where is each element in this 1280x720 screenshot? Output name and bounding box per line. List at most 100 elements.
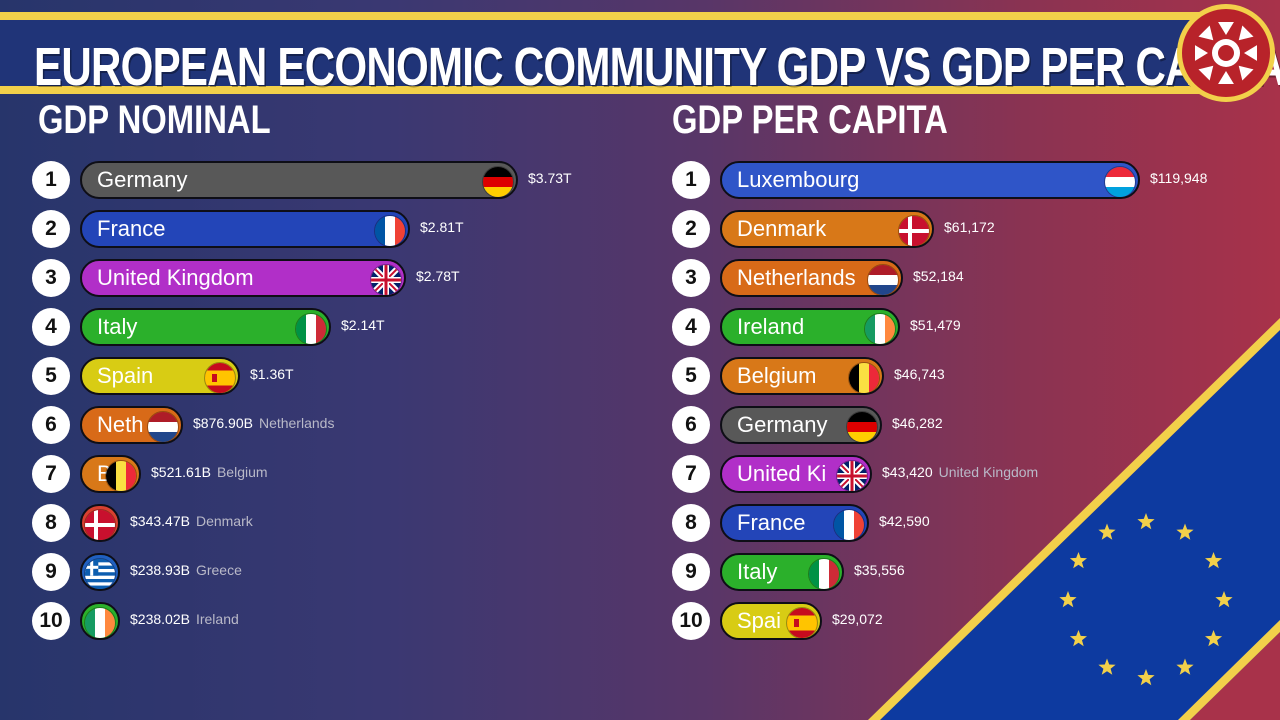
ranking-row: 10 Spai $29,072: [672, 601, 1122, 641]
value-text: $2.14T: [341, 317, 385, 333]
bar-denmark: [80, 504, 120, 542]
ranking-row: 6 Neth $876.90B Netherlands: [32, 405, 483, 445]
eu-star-icon: [1176, 658, 1194, 675]
rank-badge: 5: [32, 357, 70, 395]
value-text: $119,948: [1150, 170, 1208, 186]
flag-it-icon: [808, 558, 840, 589]
bar-italy: Italy: [80, 308, 331, 346]
ranking-row: 2 Denmark $61,172: [672, 209, 1234, 249]
eu-star-icon: [1098, 658, 1116, 675]
ranking-row: 9 Italy $35,556: [672, 552, 1144, 592]
rank-badge: 6: [672, 406, 710, 444]
value-label: $35,556: [854, 562, 905, 578]
rank-badge: 10: [32, 602, 70, 640]
title-banner: EUROPEAN ECONOMIC COMMUNITY GDP VS GDP P…: [0, 12, 1280, 97]
bar-label: Denmark: [737, 216, 827, 241]
value-label: $51,479: [910, 317, 961, 333]
value-label: $3.73T: [528, 170, 572, 186]
value-text: $29,072: [832, 611, 883, 627]
value-text: $46,282: [892, 415, 943, 431]
value-text: $43,420: [882, 464, 933, 480]
bar-belgium: B: [80, 455, 141, 493]
ranking-row: 4 Ireland $51,479: [672, 307, 1200, 347]
rank-badge: 7: [672, 455, 710, 493]
rank-badge: 8: [32, 504, 70, 542]
ranking-row: 2 France $2.81T: [32, 209, 710, 249]
bar-label: Spain: [97, 363, 154, 388]
bar-france: France: [720, 504, 869, 542]
value-text: $521.61B: [151, 464, 211, 480]
flag-ie-icon: [84, 607, 116, 638]
value-text: $35,556: [854, 562, 905, 578]
bar-netherlands: Neth: [80, 406, 183, 444]
bar-ireland: [80, 602, 120, 640]
value-label: $46,743: [894, 366, 945, 382]
flag-be-icon: [105, 460, 137, 491]
value-label: $42,590: [879, 513, 930, 529]
country-name-label: Netherlands: [258, 415, 335, 431]
country-name-label: Belgium: [216, 464, 268, 480]
ranking-row: 7 United Ki $43,420 United Kingdom: [672, 454, 1172, 494]
country-name-label: Ireland: [195, 611, 239, 627]
ranking-row: 6 Germany $46,282: [672, 405, 1182, 445]
flag-es-icon: [786, 607, 818, 638]
bar-label: Spai: [737, 608, 782, 633]
rank-badge: 4: [32, 308, 70, 346]
rank-badge: 2: [672, 210, 710, 248]
ranking-row: 10 $238.02B Ireland: [32, 601, 420, 641]
value-text: $238.02B: [130, 611, 190, 627]
ranking-row: 8 $343.47B Denmark: [32, 503, 420, 543]
eu-star-icon: [1205, 630, 1223, 647]
page-title: EUROPEAN ECONOMIC COMMUNITY GDP VS GDP P…: [34, 37, 1280, 97]
flag-lu-icon: [1104, 166, 1136, 197]
value-label: $119,948: [1150, 170, 1207, 186]
bar-label: Neth: [97, 412, 144, 437]
value-text: $876.90B: [193, 415, 253, 431]
rank-badge: 8: [672, 504, 710, 542]
flag-it-icon: [295, 313, 327, 344]
rank-badge: 3: [672, 259, 710, 297]
bar-united-kingdom: United Ki: [720, 455, 872, 493]
value-label: $238.02B Ireland: [130, 611, 239, 627]
bar-label: Belgium: [737, 363, 817, 388]
rank-badge: 5: [672, 357, 710, 395]
country-name-label: United Kingdom: [938, 464, 1039, 480]
value-text: $2.78T: [416, 268, 460, 284]
ranking-row: 9 $238.93B Greece: [32, 552, 420, 592]
rank-badge: 2: [32, 210, 70, 248]
flag-de-icon: [846, 411, 878, 442]
ranking-row: 8 France $42,590: [672, 503, 1169, 543]
bar-denmark: Denmark: [720, 210, 934, 248]
gdp-nominal-title: GDP NOMINAL: [38, 98, 271, 142]
value-label: $43,420 United Kingdom: [882, 464, 1038, 480]
flag-gb-icon: [836, 460, 868, 491]
value-label: $876.90B Netherlands: [193, 415, 334, 431]
gdp-per-capita-title: GDP PER CAPITA: [672, 98, 948, 142]
flag-dk-icon: [898, 215, 930, 246]
value-label: $46,282: [892, 415, 943, 431]
bar-france: France: [80, 210, 410, 248]
value-label: $2.78T: [416, 268, 460, 284]
ranking-row: 1 Luxembourg $119,948: [672, 160, 1280, 200]
flag-fr-icon: [374, 215, 406, 246]
flag-gb-icon: [370, 264, 402, 295]
ranking-row: 1 Germany $3.73T: [32, 160, 818, 200]
flag-es-icon: [204, 362, 236, 393]
value-text: $238.93B: [130, 562, 190, 578]
ranking-row: 3 Netherlands $52,184: [672, 258, 1203, 298]
ranking-row: 4 Italy $2.14T: [32, 307, 631, 347]
rank-badge: 6: [32, 406, 70, 444]
bar-label: United Ki: [737, 461, 827, 486]
value-text: $51,479: [910, 317, 961, 333]
bar-netherlands: Netherlands: [720, 259, 903, 297]
bar-label: Italy: [97, 314, 138, 339]
flag-nl-icon: [147, 411, 179, 442]
rank-badge: 1: [672, 161, 710, 199]
eu-star-icon: [1215, 591, 1233, 608]
rank-badge: 10: [672, 602, 710, 640]
flag-nl-icon: [867, 264, 899, 295]
flag-gr-icon: [84, 558, 116, 589]
ranking-row: 5 Belgium $46,743: [672, 356, 1184, 396]
rank-badge: 1: [32, 161, 70, 199]
flag-de-icon: [482, 166, 514, 197]
